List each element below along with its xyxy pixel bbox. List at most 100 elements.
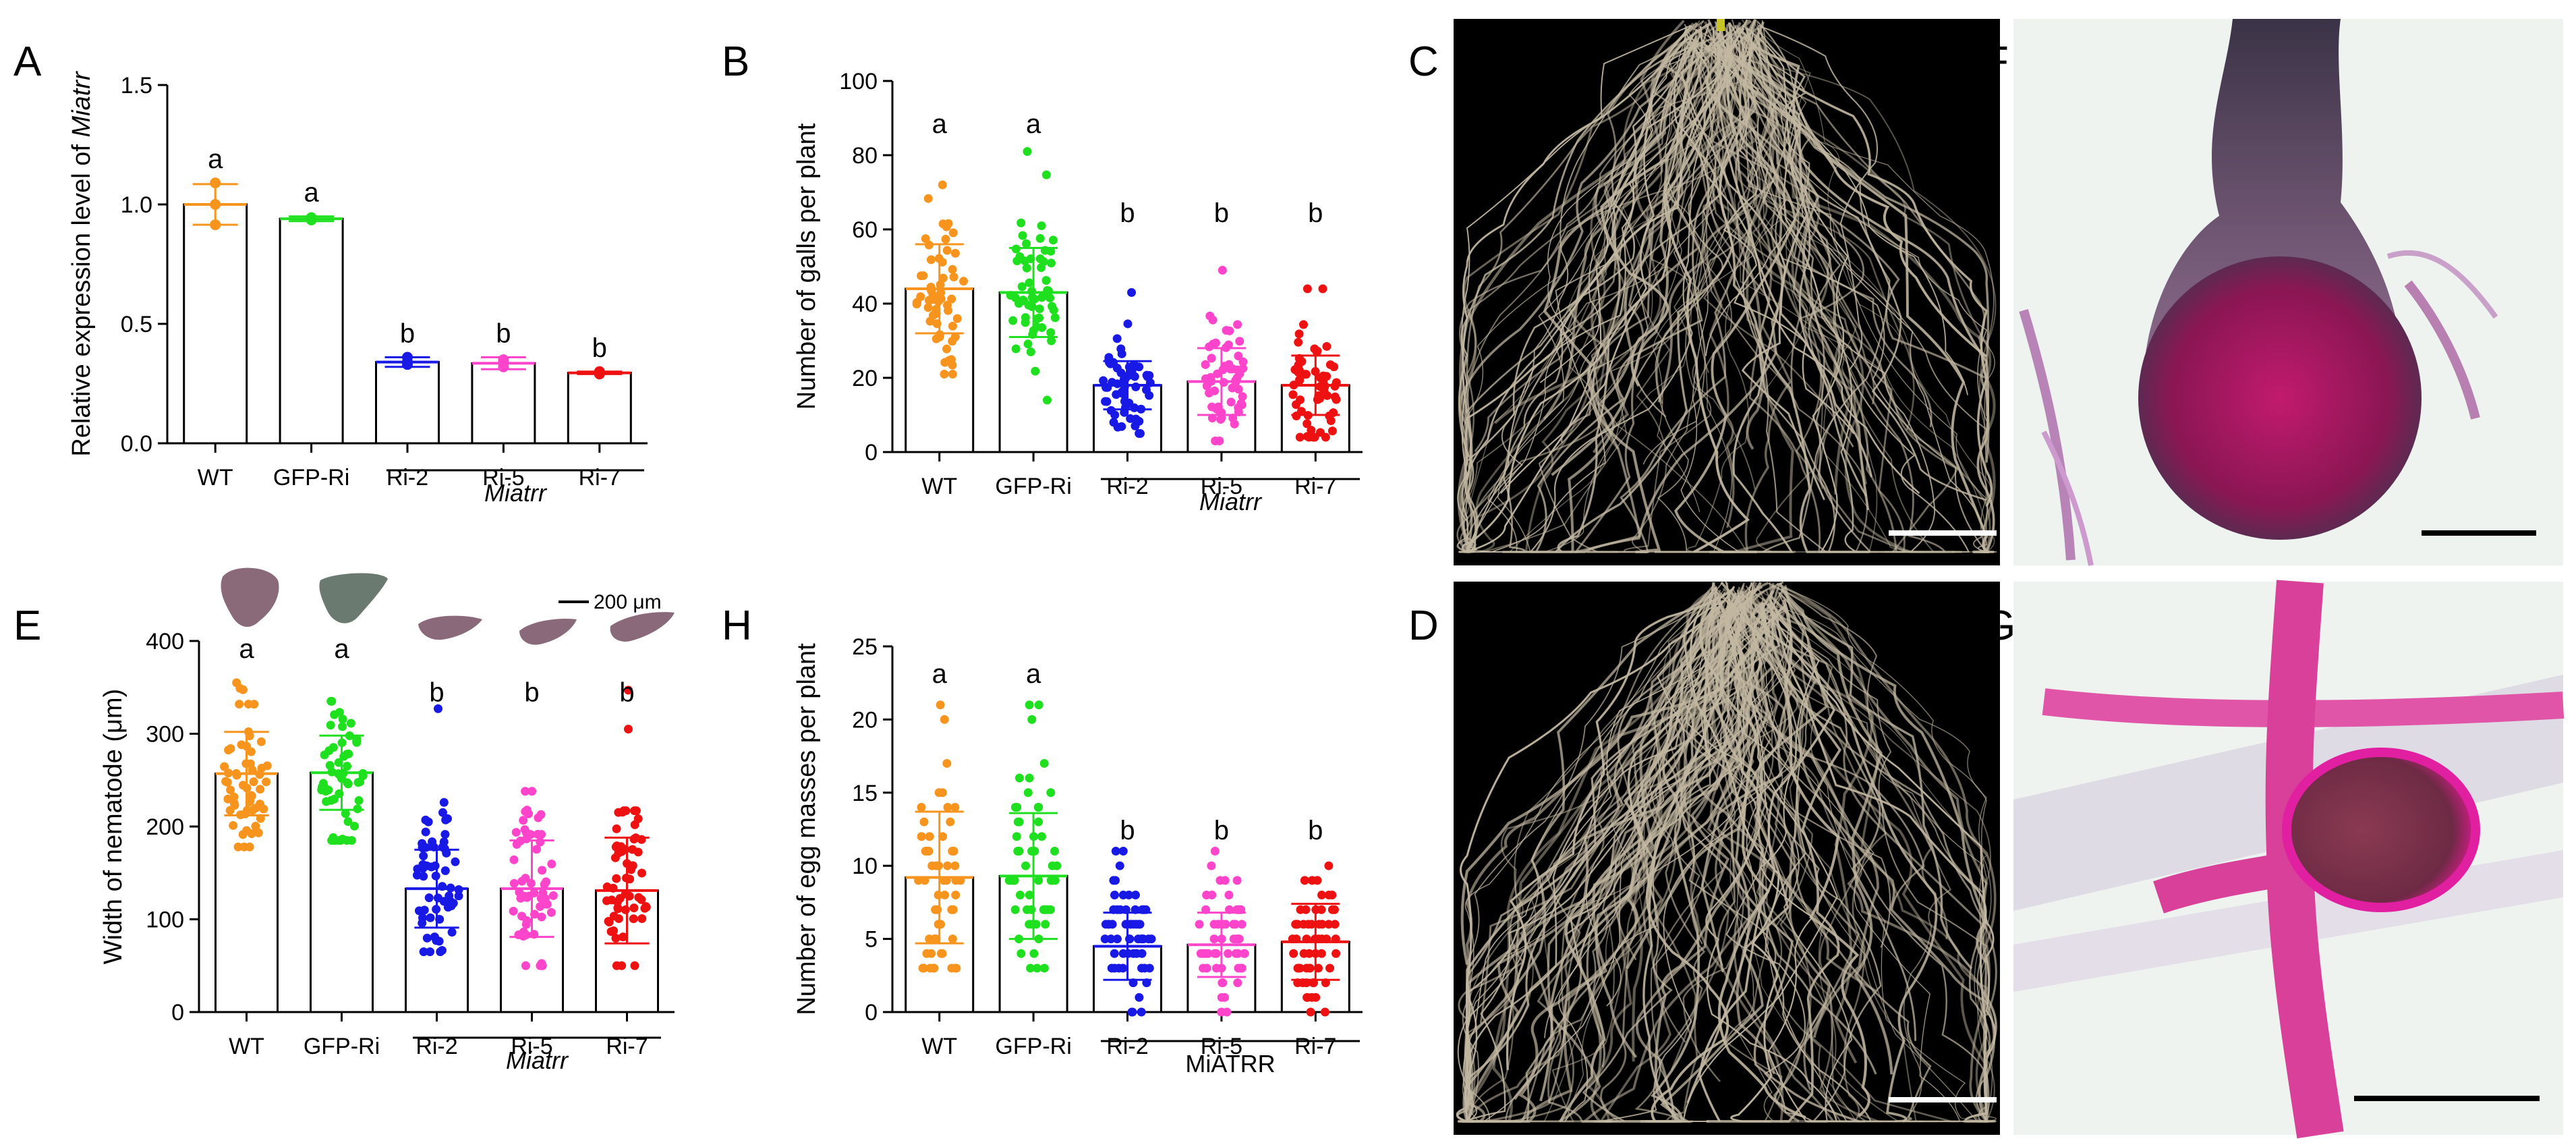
root-strand [1458,584,1763,1123]
data-point [519,816,528,825]
data-point [924,847,934,856]
data-point [238,685,248,694]
significance-letter: a [239,634,254,664]
data-point [1327,891,1337,900]
root-strand [1528,24,1728,397]
data-point [1039,758,1049,768]
significance-letter: a [932,109,948,139]
data-point-outlier [624,686,633,695]
y-tick-label: 0 [865,1000,878,1026]
data-point [1027,715,1037,724]
data-point [1315,920,1324,929]
data-point [1042,395,1052,405]
root-strand [1698,34,1836,553]
panel-label-d: D [1408,603,1439,649]
data-point [1322,341,1332,351]
data-point [1034,817,1043,827]
data-point [1140,963,1149,973]
data-point [925,934,934,944]
data-point [950,802,960,812]
data-point [1207,861,1216,870]
root-strand [1466,33,1722,553]
y-tick-label: 1.5 [121,73,152,99]
data-point [1037,832,1046,841]
data-point [940,715,949,724]
data-point [629,914,638,924]
data-point [938,949,947,958]
root-strand [1475,41,1756,553]
data-point [1196,949,1205,958]
data-point [1206,372,1215,382]
data-point [1324,920,1334,929]
data-point [959,277,969,286]
data-point [1294,329,1304,339]
data-point [1135,429,1145,438]
data-point [946,817,955,827]
data-point [1014,773,1024,783]
data-point [248,765,257,775]
data-point [1037,293,1047,302]
data-point [1230,419,1239,428]
data-point [928,310,938,320]
data-point [226,744,235,754]
data-point [1037,263,1046,273]
data-point [1018,231,1027,240]
significance-letter: b [619,677,634,707]
data-point [1202,381,1211,391]
data-point [220,762,229,771]
root-strand [1466,598,1766,1123]
bar-gfp-ri [279,217,344,445]
root-strand [1717,599,1904,1123]
y-tick-label: 0 [171,1000,184,1026]
data-point [437,946,447,955]
root-strand [1518,38,1731,553]
data-point [1293,963,1303,973]
root-strand [1680,599,1777,964]
data-point [325,760,335,770]
root-strand [1727,597,1997,1123]
data-point [640,903,650,913]
data-point [1298,320,1308,329]
data-point [516,893,525,903]
data-point [1118,847,1128,856]
data-point [1042,905,1052,914]
data-point [511,828,521,837]
data-point [1027,293,1037,302]
scale-bar-e-label: 200 μm [594,591,662,613]
root-strand [1702,39,1906,553]
data-point [247,829,256,839]
data-point [1301,370,1311,379]
data-point [938,273,948,283]
x-tick-label: GFP-Ri [995,1034,1071,1059]
significance-letter: b [429,677,444,707]
root-strand [1707,34,1995,553]
data-point [1023,788,1033,798]
data-point [232,771,241,780]
data-point [921,234,930,244]
significance-letter: a [1026,109,1041,139]
photo-g-stained-gall [2013,580,2565,1139]
data-point [1305,432,1314,442]
data-point [1327,426,1337,436]
root-strand [1674,42,1797,553]
data-point [943,861,952,870]
data-point [923,303,933,312]
data-point [1306,1007,1315,1017]
data-point [633,814,643,823]
x-tick-label: GFP-Ri [995,474,1071,499]
root-strand [1465,598,1723,1080]
data-point [1220,876,1230,885]
data-point [1039,963,1049,973]
data-point [1327,905,1337,914]
y-tick-label: 300 [146,722,184,748]
data-point [1296,905,1305,914]
root-strand [1462,607,1788,1122]
root-strand [1723,44,1875,405]
data-point [1238,357,1248,366]
data-point [1207,402,1217,412]
root-strand [1568,20,1816,553]
data-point [611,934,621,943]
data-point [438,808,447,817]
data-point [1025,773,1034,783]
y-axis-label-prefix: Relative expression level of [67,137,96,456]
